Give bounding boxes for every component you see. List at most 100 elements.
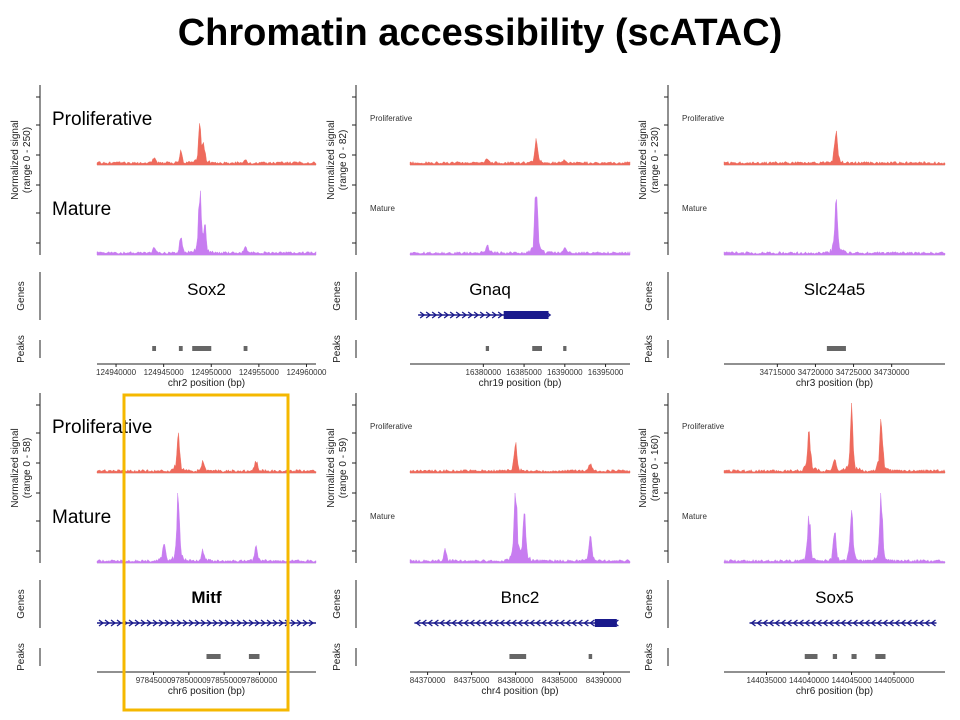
- strand-arrow: [296, 619, 303, 627]
- x-tick-label: 124945000: [144, 368, 185, 377]
- strand-arrow: [816, 619, 822, 627]
- strand-arrow: [577, 619, 583, 627]
- coverage-area-mature: [723, 492, 946, 564]
- strand-arrow: [583, 619, 589, 627]
- peaks-track-label: Peaks: [16, 643, 27, 671]
- strand-arrow: [461, 311, 468, 319]
- peaks-track-label: Peaks: [644, 643, 655, 671]
- strand-arrow: [798, 619, 804, 627]
- strand-arrow: [445, 619, 451, 627]
- strand-arrow: [505, 619, 511, 627]
- track-label-proliferative: Proliferative: [682, 422, 725, 431]
- ylabel: Normalized signal: [326, 428, 337, 507]
- strand-arrow: [930, 619, 936, 627]
- x-tick-label: 124950000: [191, 368, 232, 377]
- panel-gnaq: Normalized signal (range 0 - 82) Prolifera…: [326, 85, 631, 389]
- strand-arrow: [272, 619, 279, 627]
- strand-arrow: [840, 619, 846, 627]
- x-tick-label: 84390000: [586, 676, 622, 685]
- peaks-track-label: Peaks: [332, 335, 343, 363]
- strand-arrow: [571, 619, 577, 627]
- strand-arrow: [469, 619, 475, 627]
- gene-name: Bnc2: [501, 588, 540, 607]
- strand-arrow: [308, 619, 315, 627]
- x-tick-label: 97855000: [206, 676, 242, 685]
- x-tick-label: 34725000: [836, 368, 872, 377]
- peaks-track-label: Peaks: [16, 335, 27, 363]
- strand-arrow: [467, 311, 474, 319]
- coverage-area-mature: [409, 196, 631, 256]
- track-label-mature: Mature: [52, 199, 111, 220]
- xlabel: chr19 position (bp): [479, 378, 562, 389]
- panel-slc24a5: Normalized signal (range 0 - 230) Prolifer…: [638, 85, 946, 389]
- strand-arrow: [493, 619, 499, 627]
- x-tick-label: 97845000: [136, 676, 172, 685]
- strand-arrow: [427, 619, 433, 627]
- strand-arrow: [443, 311, 450, 319]
- genes-track-label: Genes: [16, 281, 27, 310]
- gene-exon: [503, 311, 549, 319]
- panel-bnc2: Normalized signal (range 0 - 59) Prolifera…: [326, 393, 631, 697]
- strand-arrow: [463, 619, 469, 627]
- strand-arrow: [206, 619, 213, 627]
- peak-region: [826, 346, 846, 351]
- strand-arrow: [104, 619, 111, 627]
- strand-arrow: [425, 311, 432, 319]
- strand-arrow: [176, 619, 183, 627]
- gene-name: Mitf: [191, 588, 222, 607]
- strand-arrow: [822, 619, 828, 627]
- strand-arrow: [146, 619, 153, 627]
- gene-name: Sox5: [815, 588, 854, 607]
- strand-arrow: [497, 311, 504, 319]
- strand-arrow: [485, 311, 492, 319]
- strand-arrow: [529, 619, 535, 627]
- strand-arrow: [188, 619, 195, 627]
- gene-name: Slc24a5: [804, 280, 865, 299]
- strand-arrow: [260, 619, 267, 627]
- xlabel: chr6 position (bp): [796, 686, 873, 697]
- strand-arrow: [98, 619, 105, 627]
- genes-track-label: Genes: [644, 589, 655, 618]
- peaks-track-label: Peaks: [644, 335, 655, 363]
- x-tick-label: 97860000: [242, 676, 278, 685]
- strand-arrow: [479, 311, 486, 319]
- strand-arrow: [535, 619, 541, 627]
- strand-arrow: [553, 619, 559, 627]
- x-tick-label: 144045000: [831, 676, 872, 685]
- ylabel-range: (range 0 - 58): [22, 438, 33, 499]
- strand-arrow: [888, 619, 894, 627]
- strand-arrow: [158, 619, 165, 627]
- gene-exon: [594, 619, 617, 627]
- strand-arrow: [882, 619, 888, 627]
- peak-region: [563, 346, 567, 351]
- peak-region: [804, 654, 818, 659]
- strand-arrow: [218, 619, 225, 627]
- strand-arrow: [236, 619, 243, 627]
- coverage-area-proliferative: [96, 432, 317, 474]
- strand-arrow: [852, 619, 858, 627]
- peaks-track-label: Peaks: [332, 643, 343, 671]
- ylabel: Normalized signal: [10, 120, 21, 199]
- strand-arrow: [451, 619, 457, 627]
- strand-arrow: [170, 619, 177, 627]
- strand-arrow: [780, 619, 786, 627]
- peak-region: [532, 346, 542, 351]
- slide-title: Chromatin accessibility (scATAC): [177, 12, 783, 54]
- xlabel: chr6 position (bp): [168, 686, 245, 697]
- strand-arrow: [266, 619, 273, 627]
- ylabel: Normalized signal: [10, 428, 21, 507]
- strand-arrow: [559, 619, 565, 627]
- strand-arrow: [164, 619, 171, 627]
- x-tick-label: 84380000: [498, 676, 534, 685]
- x-tick-label: 84375000: [454, 676, 490, 685]
- gene-name: Gnaq: [469, 280, 511, 299]
- strand-arrow: [912, 619, 918, 627]
- strand-arrow: [786, 619, 792, 627]
- strand-arrow: [864, 619, 870, 627]
- strand-arrow: [523, 619, 529, 627]
- strand-arrow: [810, 619, 816, 627]
- coverage-area-proliferative: [723, 130, 946, 166]
- panel-mitf: Normalized signal (range 0 - 58) Prolifera…: [10, 393, 317, 697]
- strand-arrow: [200, 619, 207, 627]
- track-label-mature: Mature: [682, 204, 707, 213]
